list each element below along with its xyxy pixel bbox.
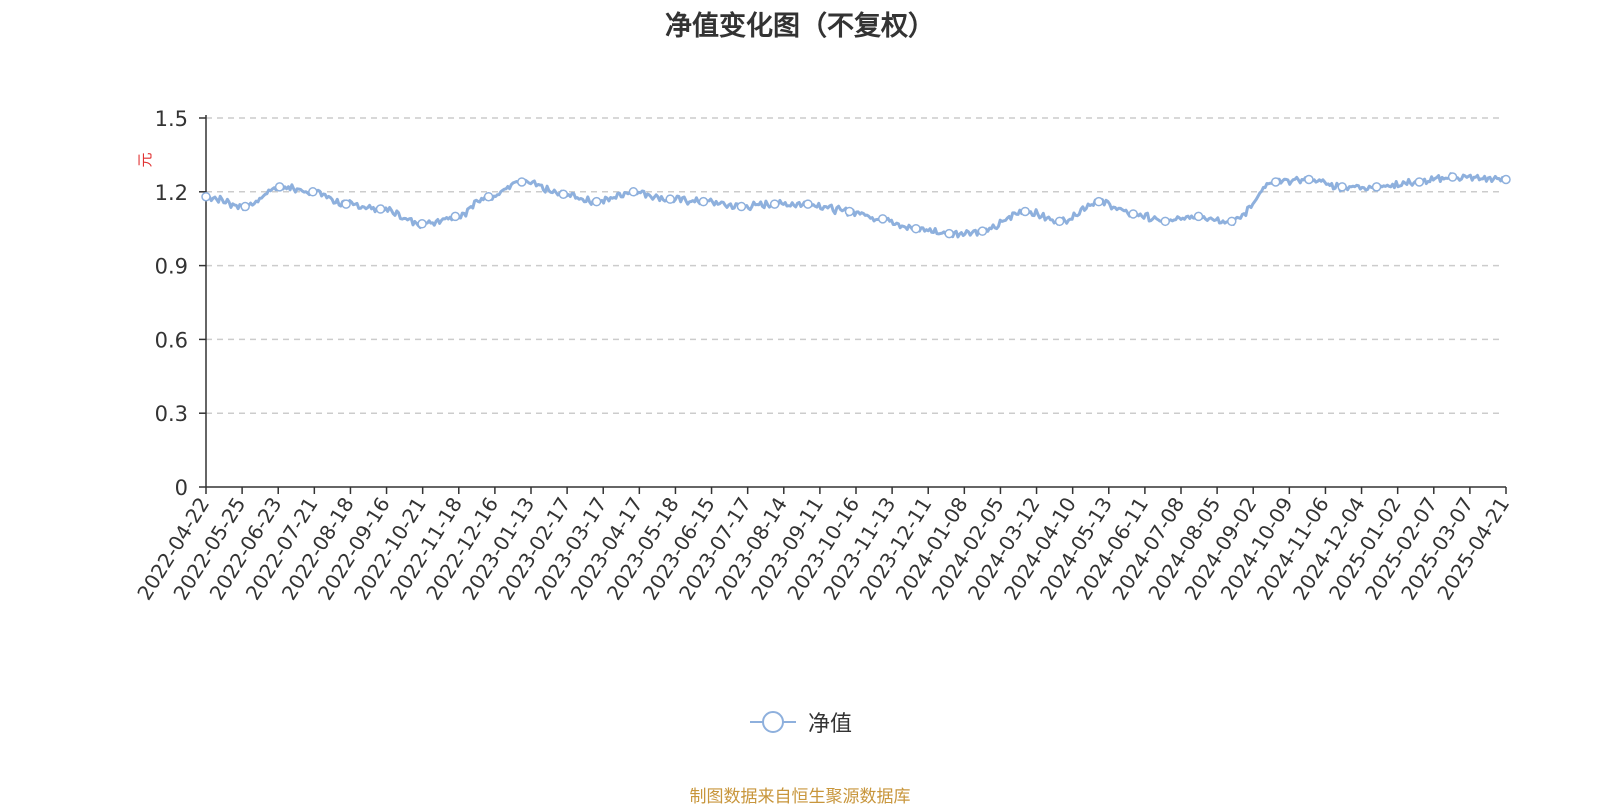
data-point [977, 226, 988, 236]
y-tick-label: 0.9 [155, 255, 188, 279]
data-point [1193, 211, 1204, 222]
y-tick-label: 1.2 [155, 181, 188, 205]
data-point [201, 191, 211, 202]
legend-line-marker-icon [749, 711, 796, 733]
series-layer [201, 172, 1511, 239]
y-tick-label: 0.6 [155, 328, 188, 352]
data-point [803, 199, 813, 209]
data-point [1160, 216, 1171, 227]
source-note: 制图数据来自恒生聚源数据库 [689, 787, 911, 807]
axes [199, 115, 1507, 494]
legend[interactable]: 净值 [0, 706, 1600, 741]
y-tick-label: 0 [175, 476, 188, 500]
data-point [1054, 216, 1065, 227]
data-point [375, 204, 386, 214]
data-point [1501, 174, 1511, 185]
data-point [1447, 172, 1458, 182]
data-point [1371, 182, 1382, 192]
data-point [665, 194, 675, 204]
data-point [736, 201, 747, 212]
data-point [1227, 216, 1237, 227]
data-point [1414, 177, 1425, 187]
data-point [1020, 206, 1030, 217]
data-point [341, 199, 351, 209]
grid-lines [206, 117, 1500, 414]
data-point [240, 201, 250, 212]
data-point [944, 228, 954, 239]
data-point [769, 199, 780, 209]
data-point [274, 182, 285, 192]
y-axis-label: 元 [136, 152, 154, 167]
data-point [911, 223, 921, 234]
data-point [1270, 177, 1281, 187]
data-point [517, 177, 527, 187]
data-point [1128, 209, 1138, 219]
data-point [558, 189, 569, 200]
legend-label: 净值 [807, 712, 852, 737]
data-point [844, 206, 855, 217]
data-point [308, 187, 318, 197]
data-point [1337, 182, 1347, 192]
data-point [628, 187, 639, 197]
data-point [1094, 196, 1104, 207]
data-point [877, 214, 888, 224]
data-point [1304, 174, 1314, 185]
y-tick-label: 1.5 [155, 107, 188, 131]
data-point [591, 196, 602, 207]
data-point [483, 191, 494, 202]
data-point [450, 211, 461, 222]
data-point [698, 196, 709, 207]
y-tick-label: 0.3 [155, 402, 188, 426]
chart-title: 净值变化图（不复权） [665, 11, 935, 42]
data-point [417, 219, 427, 229]
